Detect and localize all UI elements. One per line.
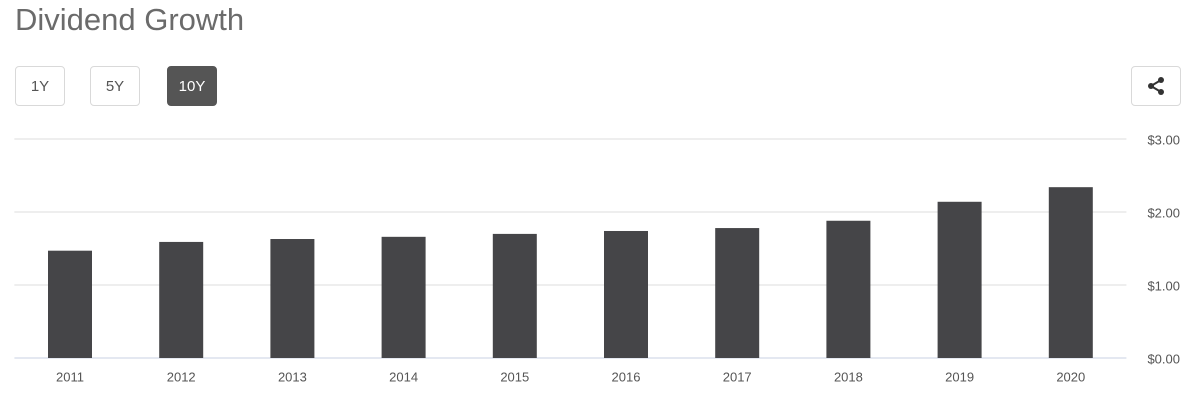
x-tick-label: 2014 xyxy=(389,369,418,384)
x-tick-label: 2011 xyxy=(56,369,84,384)
bar xyxy=(492,233,537,358)
y-tick-label: $1.00 xyxy=(1147,278,1180,293)
y-tick-label: $2.00 xyxy=(1147,205,1180,220)
bar xyxy=(937,201,982,358)
bar xyxy=(715,228,760,358)
bar xyxy=(826,220,871,358)
range-button[interactable]: 10Y xyxy=(167,66,217,106)
bar xyxy=(48,250,92,358)
share-button[interactable] xyxy=(1131,66,1181,106)
x-tick-label: 2018 xyxy=(834,369,863,384)
bar xyxy=(604,230,648,358)
range-button[interactable]: 1Y xyxy=(15,66,65,106)
y-tick-label: $3.00 xyxy=(1147,132,1180,147)
x-tick-label: 2019 xyxy=(945,369,974,384)
y-tick-label: $0.00 xyxy=(1147,351,1180,366)
x-tick-label: 2020 xyxy=(1056,369,1085,384)
range-button[interactable]: 5Y xyxy=(90,66,140,106)
bar xyxy=(1048,187,1093,358)
x-tick-label: 2016 xyxy=(612,369,641,384)
bar xyxy=(270,239,315,358)
bar xyxy=(381,236,426,358)
x-tick-label: 2012 xyxy=(167,369,196,384)
x-tick-label: 2015 xyxy=(500,369,529,384)
x-tick-label: 2017 xyxy=(723,369,752,384)
share-icon xyxy=(1148,77,1164,95)
bar xyxy=(159,241,204,358)
x-tick-label: 2013 xyxy=(278,369,307,384)
chart-title: Dividend Growth xyxy=(15,2,245,37)
